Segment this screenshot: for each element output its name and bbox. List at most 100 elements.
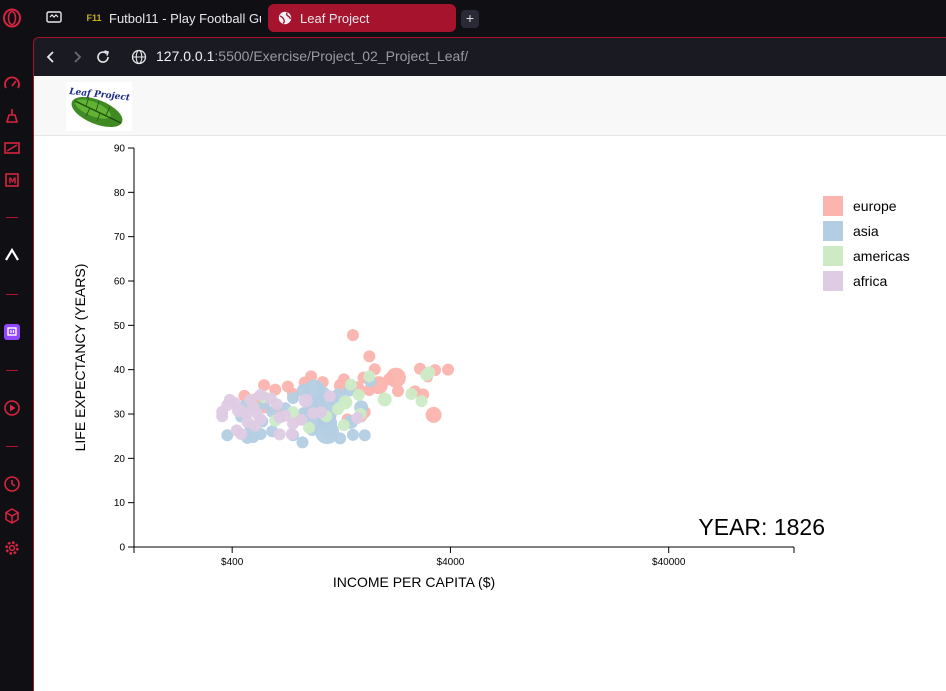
data-point-americas [303,421,316,434]
y-tick-label: 70 [114,232,126,243]
data-point-americas [363,370,376,383]
year-label: YEAR: 1826 [698,514,825,540]
reload-button[interactable] [94,48,112,66]
data-point-asia [334,432,347,445]
data-point-africa [270,398,283,411]
data-point-africa [323,390,336,403]
aria-icon[interactable] [2,245,22,265]
ram-limiter-icon[interactable]: M [2,170,22,190]
network-limiter-icon[interactable] [2,138,22,158]
tab-futbol11[interactable]: F11 Futbol11 - Play Football Gu [77,4,262,32]
player-icon[interactable] [2,398,22,418]
legend-swatch-americas [823,246,843,266]
sidebar-separator [6,294,18,295]
forward-button[interactable] [68,48,86,66]
forward-arrow-icon [74,51,82,63]
reload-icon [97,50,109,63]
data-point-africa [314,406,327,419]
history-icon[interactable] [2,474,22,494]
data-point-africa [249,419,262,432]
y-tick-label: 20 [114,454,126,465]
data-point-europe [305,370,318,383]
tab-islands-button[interactable] [41,4,67,32]
sidebar-separator [6,370,18,371]
x-tick-label: $40000 [652,557,686,568]
site-info-globe-icon[interactable] [131,49,147,70]
data-point-europe [442,363,455,376]
tab-leaf-project[interactable]: Leaf Project [268,4,456,32]
data-point-africa [273,411,286,424]
legend-label-asia: asia [853,223,879,239]
data-point-europe [363,350,376,363]
y-tick-label: 50 [114,321,126,332]
data-point-asia [358,429,371,442]
y-tick-label: 40 [114,365,126,376]
data-point-europe [391,384,404,397]
data-point-asia [221,429,234,442]
legend-label-africa: africa [853,273,887,289]
url-path: :5500/Exercise/Project_02_Project_Leaf/ [214,48,469,64]
data-point-europe [346,329,359,342]
back-arrow-icon [46,51,54,63]
legend-swatch-asia [823,221,843,241]
tab-label: Futbol11 - Play Football Gu [109,10,261,26]
data-point-americas [377,392,392,407]
data-point-europe [258,379,271,392]
data-point-africa [254,388,267,401]
y-tick-label: 80 [114,188,126,199]
data-point-africa [351,411,364,424]
data-point-africa [216,410,229,423]
legend-swatch-africa [823,271,843,291]
data-point-americas [405,388,418,401]
data-point-africa [273,428,286,441]
data-point-africa [298,393,313,408]
data-point-americas [352,388,365,401]
address-bar: 127.0.0.1:5500/Exercise/Project_02_Proje… [34,38,946,76]
data-point-americas [423,366,436,379]
data-point-africa [295,413,308,426]
data-point-americas [337,419,350,432]
scatter-chart: 0 10 20 30 40 50 60 70 80 90 $400 $4000 $40000 INCOME… [72,144,910,591]
sidebar-separator [6,217,18,218]
speed-dial-icon[interactable] [2,74,22,94]
data-point-americas [415,395,428,408]
data-point-africa [230,424,243,437]
twitch-icon[interactable] [2,322,22,342]
futbol11-favicon-icon: F11 [86,13,102,23]
page-header: Leaf Project [34,76,946,136]
tab-bar: F11 Futbol11 - Play Football Gu Leaf Pro… [33,0,946,37]
data-point-europe [363,384,376,397]
leaf-project-logo[interactable]: Leaf Project [66,82,132,131]
data-point-africa [244,393,257,406]
y-tick-label: 0 [119,543,125,554]
settings-gear-icon[interactable] [2,538,22,558]
tab-islands-icon [46,10,62,27]
sidebar-separator [6,446,18,447]
data-point-asia [296,436,309,449]
x-axis-label: INCOME PER CAPITA ($) [333,574,495,590]
data-point-americas [331,403,344,416]
x-tick-label: $4000 [437,557,465,568]
y-tick-label: 10 [114,498,126,509]
browser-sidebar: M [0,0,33,691]
y-tick-label: 60 [114,277,126,288]
url-field[interactable]: 127.0.0.1:5500/Exercise/Project_02_Proje… [156,48,468,64]
back-button[interactable] [42,48,60,66]
y-tick-label: 30 [114,410,126,421]
browser-window: 127.0.0.1:5500/Exercise/Project_02_Proje… [33,37,946,691]
extensions-icon[interactable] [2,506,22,526]
data-point-europe [385,367,406,388]
y-axis-label: LIFE EXPECTANCY (YEARS) [72,264,88,452]
new-tab-button[interactable]: + [461,10,479,28]
cleaner-icon[interactable] [2,106,22,126]
globe-favicon-icon [278,11,292,25]
legend-label-americas: americas [853,248,910,264]
url-host: 127.0.0.1 [156,48,215,64]
web-page: Leaf Project 0 10 20 30 40 50 60 70 80 90 $400 $400… [34,76,946,691]
data-point-africa [221,399,234,412]
legend-swatch-europe [823,196,843,216]
data-point-europe [269,383,282,396]
data-point-americas [344,378,357,391]
opera-logo-icon[interactable] [2,8,22,28]
tab-label: Leaf Project [300,10,370,26]
